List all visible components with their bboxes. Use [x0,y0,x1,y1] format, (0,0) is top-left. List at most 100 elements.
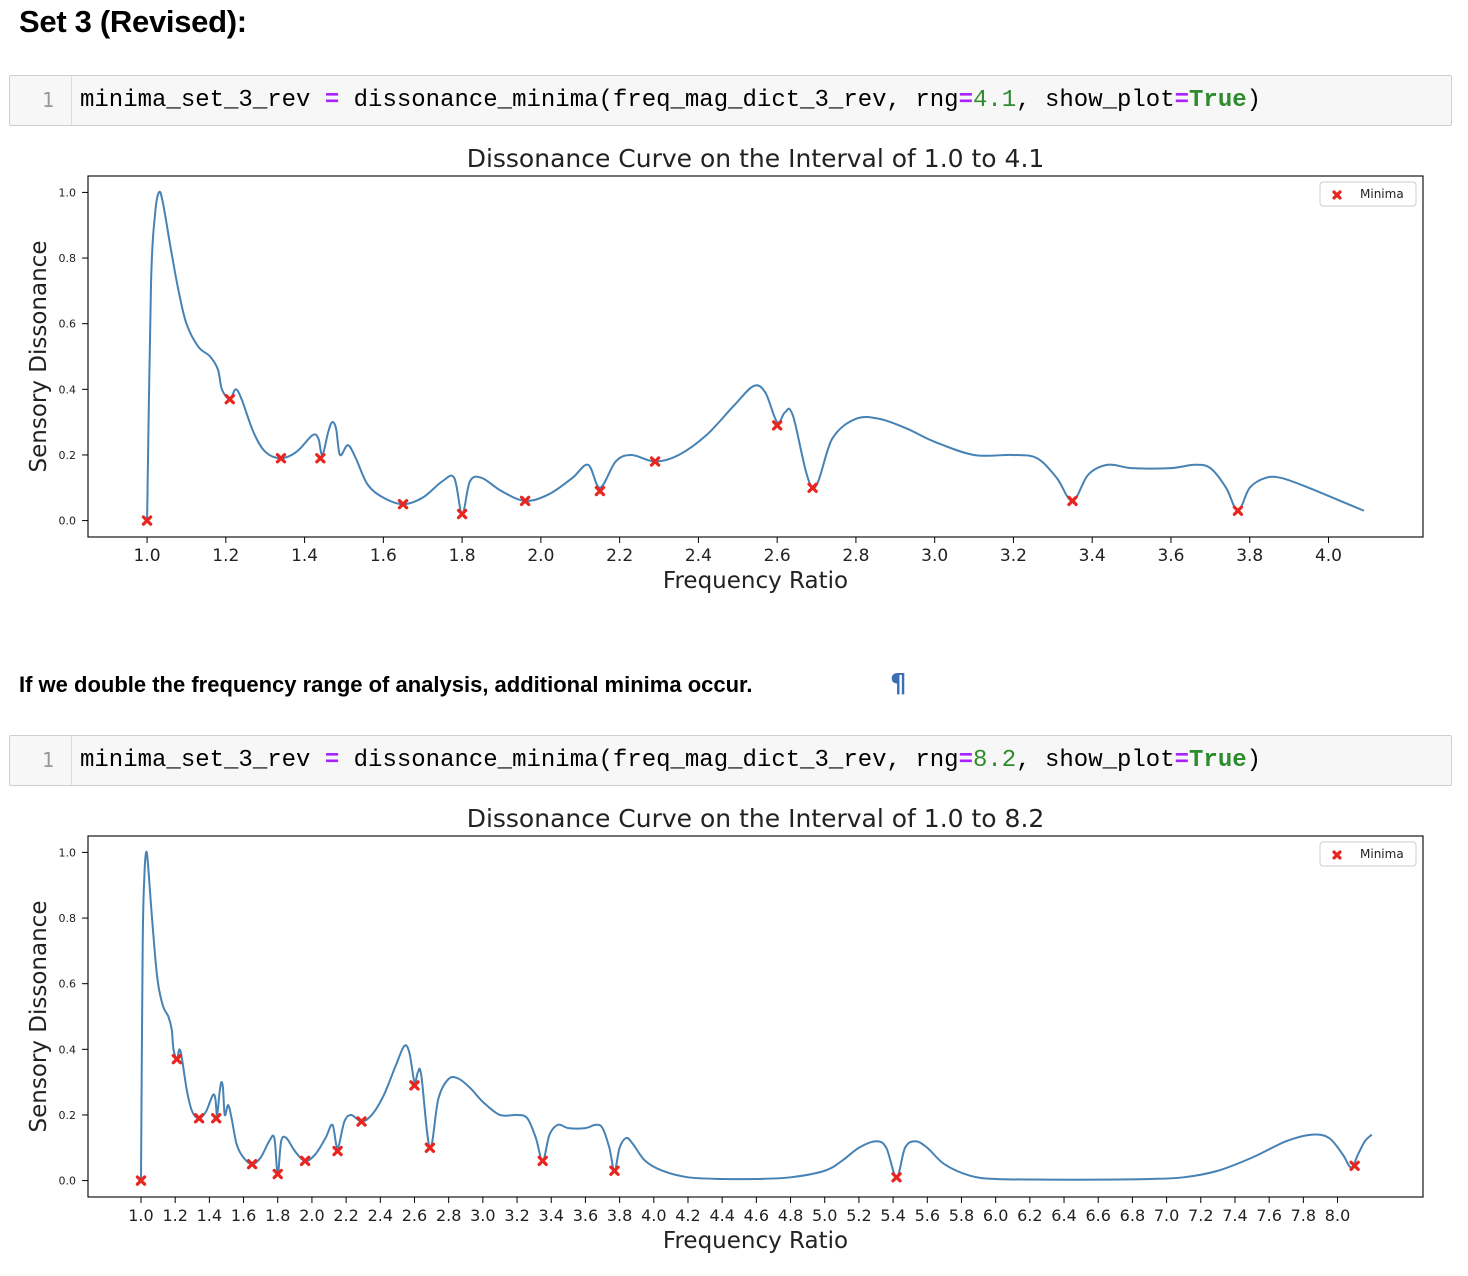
x-tick-label: 3.6 [573,1206,598,1225]
x-tick-label: 7.2 [1188,1206,1213,1225]
x-tick-label: 1.6 [370,546,397,566]
minima-marker [272,1168,283,1180]
x-tick-label: 3.8 [1236,546,1263,566]
x-tick-label: 2.0 [527,546,554,566]
x-tick-label: 3.2 [1000,546,1027,566]
code-operator: = [1174,87,1190,114]
code-keyword: True [1189,87,1247,114]
code-token: ) [1246,87,1262,114]
x-tick-label: 6.2 [1017,1206,1042,1225]
x-axis-label: Frequency Ratio [663,568,848,594]
minima-marker [171,1053,183,1065]
x-tick-label: 3.4 [539,1206,564,1225]
minima-marker [332,1145,343,1157]
x-tick-label: 6.4 [1051,1206,1076,1225]
x-tick-label: 3.4 [1079,546,1106,566]
code-line[interactable]: minima_set_3_rev = dissonance_minima(fre… [80,76,1261,125]
minima-marker [409,1080,420,1091]
y-tick-label: 0.0 [59,515,77,528]
x-tick-label: 2.6 [764,546,791,566]
code-token: , show_plot [1016,87,1175,114]
minima-marker [609,1165,620,1176]
x-tick-label: 1.2 [162,1206,187,1225]
x-tick-label: 1.2 [212,546,239,566]
chart-title: Dissonance Curve on the Interval of 1.0 … [467,804,1045,833]
x-tick-label: 3.0 [921,546,948,566]
x-tick-label: 1.0 [128,1206,153,1225]
y-tick-label: 0.6 [59,978,77,991]
y-axis-label: Sensory Dissonance [26,241,52,473]
x-tick-label: 6.8 [1120,1206,1145,1225]
code-number: 8.2 [972,747,1017,774]
y-tick-label: 0.2 [59,1109,77,1122]
code-line[interactable]: minima_set_3_rev = dissonance_minima(fre… [80,736,1261,785]
code-token: dissonance_minima(freq_mag_dict_3_rev, r… [339,747,959,774]
markdown-text: If we double the frequency range of anal… [19,672,753,697]
x-axis-label: Frequency Ratio [663,1228,848,1254]
dissonance-chart-2: Dissonance Curve on the Interval of 1.0 … [26,804,1424,1254]
minima-marker [537,1155,548,1167]
x-tick-label: 2.2 [606,546,633,566]
x-tick-label: 2.0 [299,1206,324,1225]
legend-box [1319,181,1417,207]
code-operator: = [958,747,973,774]
code-token: ) [1246,747,1262,774]
x-tick-label: 4.4 [709,1206,734,1225]
x-tick-label: 5.0 [812,1206,837,1225]
y-tick-label: 1.0 [59,846,77,859]
chart-title: Dissonance Curve on the Interval of 1.0 … [467,144,1045,173]
x-tick-label: 5.2 [846,1206,871,1225]
section-heading: Set 3 (Revised): [19,4,247,39]
x-tick-label: 5.8 [949,1206,974,1225]
legend: Minima [1319,841,1417,867]
legend-minima-marker [1332,850,1342,860]
x-tick-label: 1.4 [197,1206,222,1225]
pilcrow-icon[interactable]: ¶ [890,669,907,699]
x-tick-label: 2.4 [685,546,712,566]
minima-marker [141,515,153,526]
x-tick-label: 1.0 [134,546,161,566]
code-number: 4.1 [972,87,1017,114]
code-operator: = [324,747,340,774]
x-tick-label: 7.6 [1256,1206,1281,1225]
plot-area-frame [87,835,1424,1198]
line-number: 1 [10,736,72,785]
y-axis-label: Sensory Dissonance [26,901,52,1133]
plot-area-frame [87,175,1424,538]
x-tick-label: 3.0 [470,1206,495,1225]
x-tick-label: 1.6 [231,1206,256,1225]
minima-marker [594,485,606,497]
dissonance-chart-1: Dissonance Curve on the Interval of 1.0 … [26,144,1424,594]
x-tick-label: 2.8 [436,1206,461,1225]
code-cell-2[interactable]: 1 minima_set_3_rev = dissonance_minima(f… [9,735,1452,786]
minima-marker [193,1113,205,1124]
y-tick-label: 0.2 [59,449,77,462]
minima-marker [211,1113,222,1124]
x-tick-label: 7.0 [1154,1206,1179,1225]
minima-marker [1349,1160,1360,1172]
minima-marker [397,498,409,510]
y-tick-label: 0.6 [59,318,77,331]
code-operator: = [324,87,340,114]
x-tick-label: 1.8 [449,546,476,566]
x-tick-label: 3.2 [504,1206,529,1225]
dissonance-curve [146,190,1365,521]
line-number: 1 [10,76,72,125]
x-tick-label: 1.8 [265,1206,290,1225]
legend-minima-marker [1332,190,1342,200]
dissonance-curve [139,850,1373,1181]
minima-marker [456,508,468,520]
x-tick-label: 2.4 [368,1206,393,1225]
code-cell-1[interactable]: 1 minima_set_3_rev = dissonance_minima(f… [9,75,1452,126]
x-tick-label: 2.8 [842,546,869,566]
x-tick-label: 3.8 [607,1206,632,1225]
legend-label: Minima [1360,187,1404,201]
legend: Minima [1319,181,1417,207]
minima-marker [224,393,235,405]
minima-marker [649,456,661,467]
code-operator: = [1174,747,1190,774]
x-tick-label: 4.0 [641,1206,666,1225]
minima-marker [299,1155,311,1167]
x-tick-label: 5.6 [915,1206,940,1225]
x-tick-label: 5.4 [880,1206,905,1225]
